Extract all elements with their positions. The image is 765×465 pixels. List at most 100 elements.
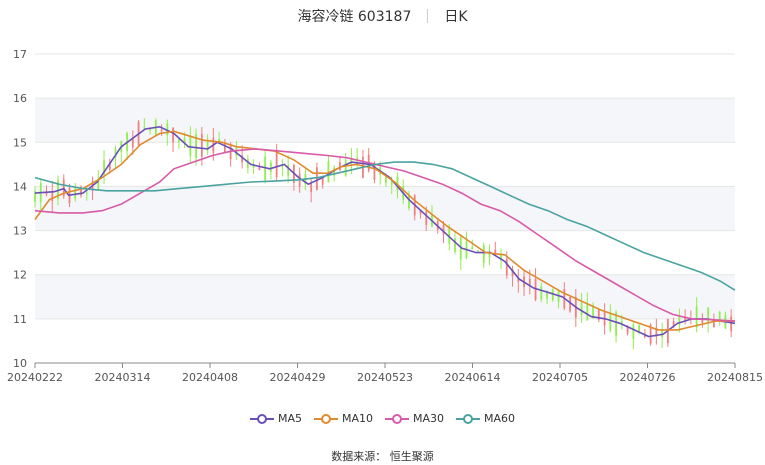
candle-body [287, 165, 290, 177]
candle-body [108, 162, 111, 170]
grid-band [35, 186, 735, 231]
candle-body [252, 164, 255, 168]
ma-line-ma5 [34, 125, 736, 338]
candle-body [281, 165, 284, 167]
candle-body [396, 176, 399, 191]
candle-body [51, 191, 54, 201]
legend-item-ma10[interactable]: MA10 [313, 412, 373, 425]
candle-body [310, 182, 313, 193]
legend: MA5 MA10 MA30 MA60 [0, 412, 765, 428]
candle-body [114, 148, 117, 158]
candle-body [166, 123, 169, 136]
stock-name: 海容冷链 603187 [297, 9, 412, 25]
x-tick-label: 20240429 [270, 371, 326, 384]
candle-body [695, 306, 698, 328]
x-tick-label: 20240614 [445, 371, 501, 384]
candle-body [269, 162, 272, 173]
candle-body [661, 329, 664, 338]
candle-body [200, 134, 203, 157]
candle-body [321, 176, 324, 185]
candle-body [546, 292, 548, 299]
legend-marker-icon [249, 413, 274, 424]
candle-body [275, 152, 278, 178]
x-tick-label: 20240726 [620, 371, 676, 384]
candle-body [505, 258, 508, 276]
candle-body [707, 307, 710, 324]
x-tick-label: 20240815 [707, 371, 763, 384]
candle-body [632, 324, 635, 339]
x-tick-label: 20240314 [95, 371, 151, 384]
candle-body [615, 312, 617, 336]
legend-marker-icon [456, 413, 481, 424]
candle-body [419, 210, 422, 214]
candle-body [80, 186, 82, 196]
y-tick-label: 12 [13, 269, 27, 282]
candle-body [333, 167, 336, 176]
candle-body [580, 303, 583, 315]
candle-body [534, 279, 537, 300]
candle-body [649, 324, 652, 344]
y-tick-label: 16 [13, 92, 27, 105]
legend-item-ma5[interactable]: MA5 [249, 412, 302, 425]
candle-body [408, 195, 410, 209]
candle-body [206, 141, 209, 151]
y-tick-label: 10 [13, 357, 27, 370]
candle-body [609, 312, 612, 331]
candle-body [569, 296, 571, 312]
grid-band [35, 98, 735, 143]
candle-body [620, 320, 623, 324]
candle-body [172, 127, 174, 143]
candle-body [103, 160, 105, 175]
legend-marker-icon [313, 413, 338, 424]
candle-body [246, 159, 249, 168]
legend-label: MA30 [413, 412, 445, 425]
candle-body [655, 327, 658, 337]
y-tick-label: 13 [13, 225, 27, 238]
legend-label: MA60 [484, 412, 516, 425]
candle-body [454, 238, 456, 252]
candle-body [385, 175, 387, 184]
legend-item-ma30[interactable]: MA30 [385, 412, 444, 425]
kline-chart: 10 11 12 13 14 15 16 17 20240222 20240314 20240408… [7, 48, 763, 384]
legend-item-ma60[interactable]: MA60 [456, 412, 515, 425]
x-tick-label: 20240408 [182, 371, 238, 384]
candle-body [97, 178, 100, 189]
candle-body [482, 245, 485, 263]
candle-body [189, 136, 192, 156]
x-tick-label: 20240523 [357, 371, 413, 384]
candle-body [488, 252, 491, 258]
candle-body [713, 322, 715, 328]
candle-body [85, 192, 88, 194]
candle-body [517, 278, 520, 282]
candle-body [390, 179, 393, 186]
candle-body [327, 161, 330, 183]
candle-body [45, 192, 48, 195]
candle-body [701, 318, 704, 324]
title-divider [427, 9, 429, 23]
candle-body [540, 286, 543, 300]
candle-body [672, 321, 675, 327]
candle-body [356, 157, 359, 160]
data-source: 数据来源： 恒生聚源 [331, 450, 434, 463]
candle-body [131, 138, 134, 148]
legend-label: MA5 [277, 412, 302, 425]
y-tick-label: 14 [13, 180, 27, 193]
y-tick-label: 11 [13, 313, 27, 326]
candle-body [258, 166, 261, 170]
candle-body [528, 278, 531, 287]
candle-body [494, 249, 497, 256]
candle-body [477, 250, 479, 252]
candle-body [218, 138, 221, 143]
candle-body [638, 325, 641, 333]
candle-body [684, 318, 687, 320]
candle-body [730, 316, 733, 332]
candle-body [195, 134, 197, 158]
candle-body [511, 269, 514, 277]
legend-label: MA10 [341, 412, 373, 425]
candle-body [678, 317, 681, 325]
candle-body [235, 147, 238, 156]
candle-body [586, 303, 589, 321]
candle-body [160, 129, 163, 132]
candle-body [241, 155, 244, 163]
candle-body [500, 254, 502, 261]
